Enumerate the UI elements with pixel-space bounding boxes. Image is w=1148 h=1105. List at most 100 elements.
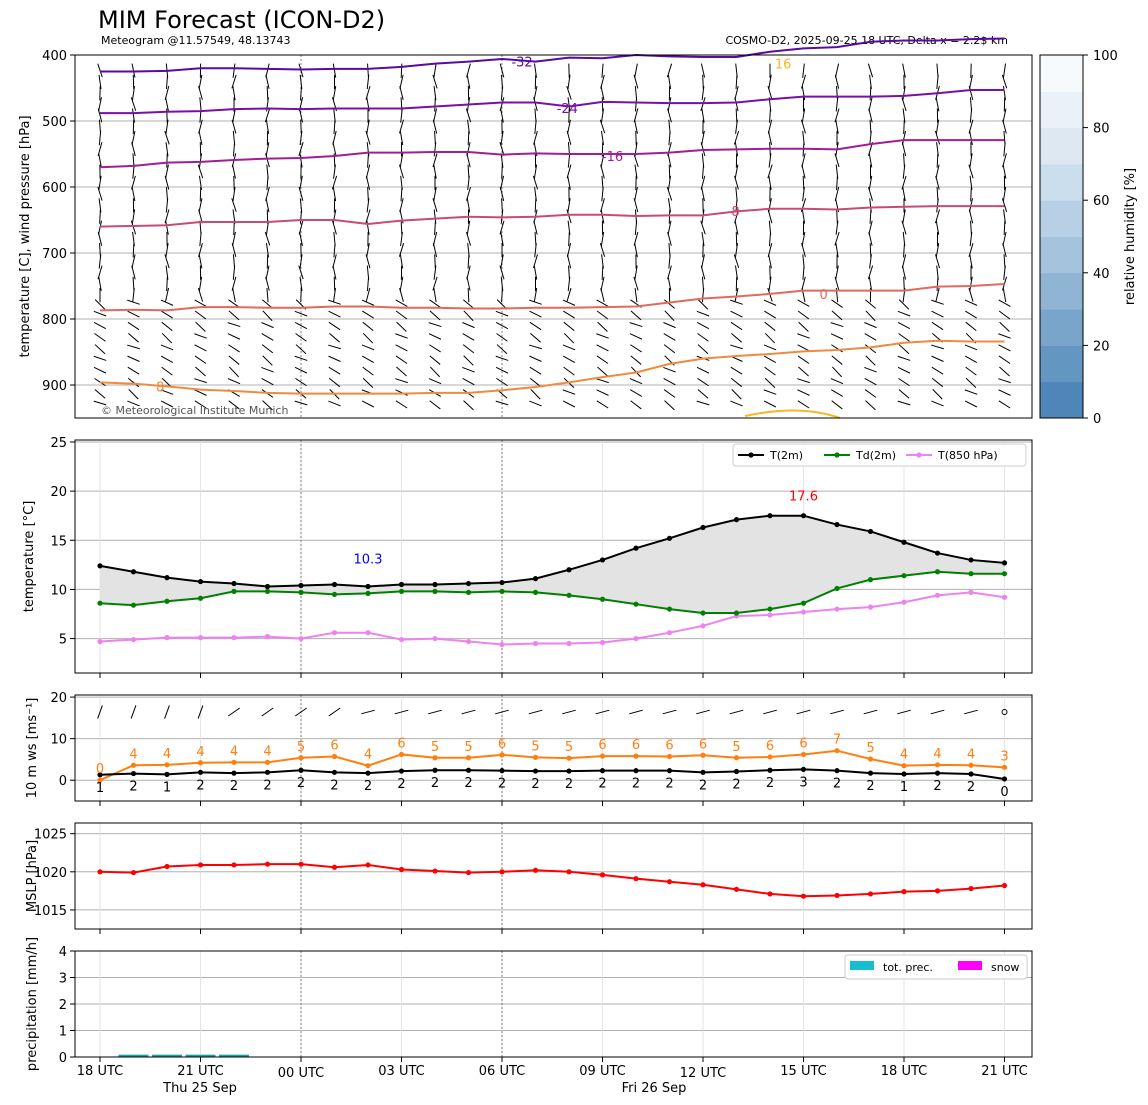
wind-barb — [132, 164, 135, 179]
y-axis-label: 10 m ws [ms⁻¹] — [25, 698, 40, 799]
x-tick-label: 00 UTC — [278, 1066, 324, 1081]
wind-barb — [396, 366, 407, 377]
wind-barb — [696, 310, 710, 317]
wind-barb — [160, 299, 174, 306]
wind-barb — [597, 366, 608, 377]
wind-barb — [701, 130, 705, 146]
t2m-point — [398, 581, 405, 588]
y-tick-label: 1015 — [34, 904, 67, 919]
gust-label: 4 — [364, 748, 372, 763]
wind-barb — [399, 153, 404, 168]
wind-speed-point — [834, 768, 840, 774]
wind-barb — [94, 344, 106, 355]
precip-bar — [118, 1054, 149, 1057]
wind-barb — [93, 310, 107, 317]
isotherm-line — [100, 88, 1005, 115]
wind-barb — [835, 97, 839, 112]
wind-barb — [94, 299, 106, 310]
wind-barb — [869, 254, 872, 269]
wind-barb — [227, 322, 241, 328]
wind-barb — [98, 153, 102, 168]
wind-barb — [194, 378, 207, 384]
wind-barb — [97, 231, 103, 246]
mslp-point — [666, 879, 673, 885]
wind-barb — [198, 198, 203, 213]
wind-barb — [97, 186, 103, 201]
wind-barb — [467, 130, 470, 146]
wind-barb — [265, 74, 270, 89]
wind-barb — [195, 366, 206, 377]
wind-barb — [998, 310, 1011, 320]
wind-barb — [466, 198, 471, 213]
wind-barb — [130, 220, 137, 235]
wind-barb — [563, 332, 575, 344]
wind-barb — [797, 310, 810, 320]
wind-barb — [165, 74, 169, 90]
wind-barb — [797, 344, 810, 352]
td2m-point — [465, 589, 472, 595]
wind-barb — [232, 186, 236, 202]
t850-point — [767, 612, 773, 618]
wind-barb — [332, 265, 337, 280]
wind-barb — [428, 709, 442, 715]
wind-barb — [294, 400, 308, 406]
wind-barb — [399, 74, 404, 89]
wind-barb — [902, 186, 906, 202]
t850-point — [164, 635, 170, 641]
wind-barb — [199, 231, 202, 247]
wind-barb — [394, 709, 409, 715]
wind-barb — [667, 175, 672, 191]
colorbar-band — [1040, 381, 1083, 419]
wind-speed-label: 2 — [196, 778, 204, 793]
wind-barb — [600, 85, 605, 101]
wind-barb — [663, 366, 676, 373]
mslp-point — [231, 862, 237, 868]
wind-barb — [697, 377, 709, 387]
wind-barb — [534, 243, 537, 258]
wind-barb — [366, 276, 370, 292]
wind-barb — [266, 175, 269, 191]
wind-barb — [597, 321, 608, 332]
wind-barb — [399, 254, 404, 269]
wind-barb — [264, 231, 271, 246]
wind-barb — [362, 377, 374, 388]
day-label: Fri 26 Sep — [622, 1081, 687, 1096]
wind-barb — [299, 231, 303, 246]
wind-barb — [396, 321, 407, 332]
wind-barb — [160, 355, 174, 363]
wind-barb — [501, 164, 503, 179]
colorbar-tick-label: 20 — [1093, 339, 1110, 354]
wind-barb — [835, 265, 839, 280]
wind-barb — [332, 209, 337, 224]
wind-barb — [767, 130, 773, 145]
wind-speed-point — [566, 768, 572, 774]
mslp-point — [499, 869, 505, 875]
wind-barb — [97, 108, 103, 123]
wind-barb — [332, 85, 337, 101]
wind-barb — [433, 265, 437, 280]
wind-barb — [969, 74, 973, 89]
wind-speed-point — [298, 767, 304, 773]
wind-barb — [898, 389, 910, 399]
wind-barb — [400, 108, 403, 123]
wind-barb — [400, 220, 403, 235]
y-tick-label: 25 — [50, 436, 67, 451]
wind-barb — [798, 366, 809, 377]
legend-swatch — [850, 961, 874, 970]
wind-barb — [630, 344, 642, 353]
wind-barb — [1002, 108, 1007, 123]
wind-barb — [864, 366, 877, 373]
wind-barb — [763, 400, 777, 408]
wind-barb — [864, 389, 877, 398]
wind-barb — [701, 164, 705, 179]
t2m-point — [231, 580, 237, 587]
wind-barb — [395, 344, 408, 352]
wind-barb — [467, 175, 470, 191]
wind-barb — [566, 85, 572, 100]
wind-barb — [797, 299, 810, 307]
y-tick-label: 0 — [59, 1051, 67, 1066]
watermark: © Meteorological Institute Munich — [101, 404, 288, 417]
precip-bar — [152, 1054, 182, 1057]
wind-barb — [634, 220, 638, 235]
wind-barb — [429, 310, 441, 321]
